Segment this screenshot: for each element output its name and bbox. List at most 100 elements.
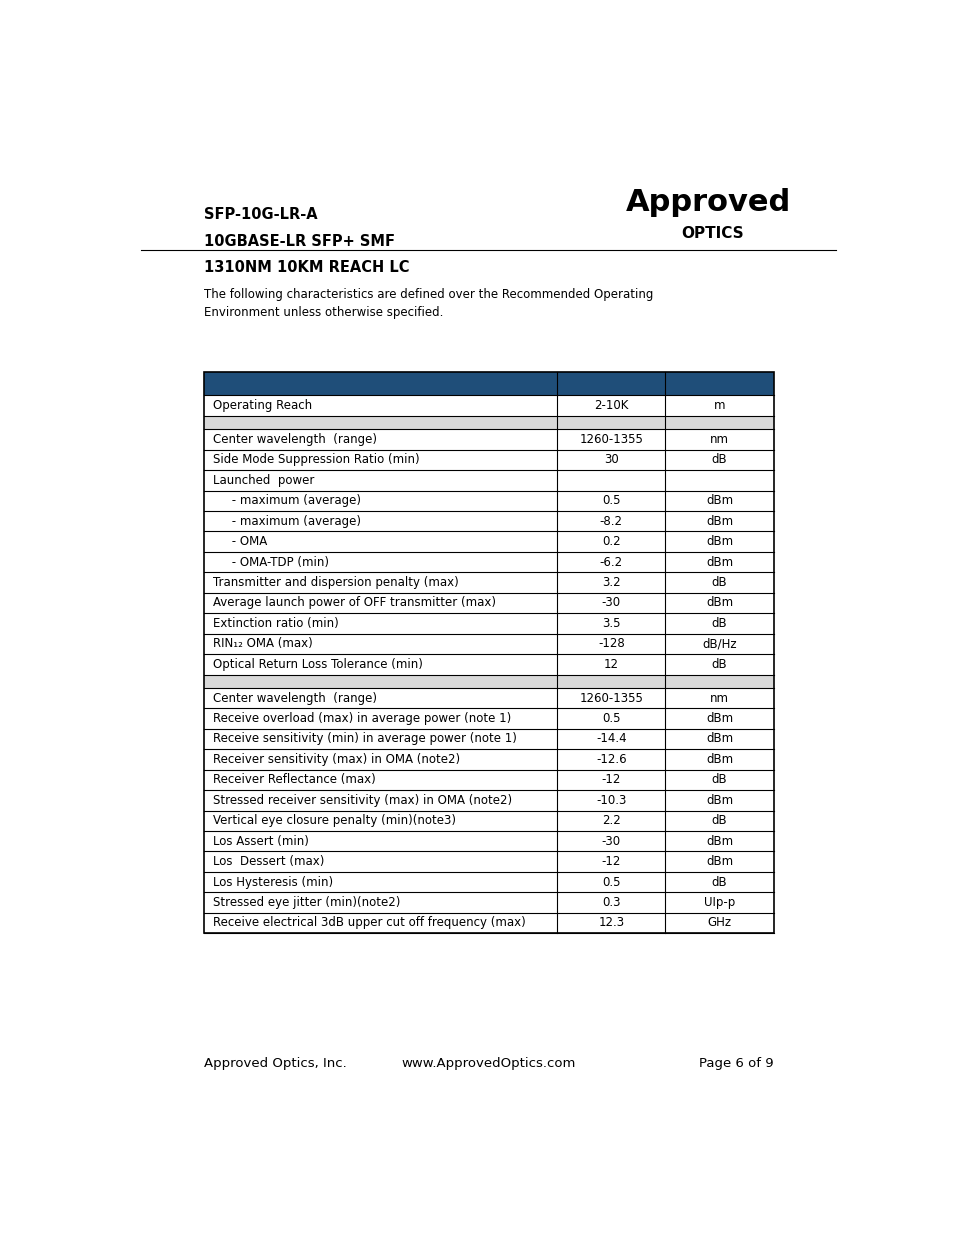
Text: 0.3: 0.3 bbox=[601, 897, 619, 909]
Text: SFP-10G-LR-A: SFP-10G-LR-A bbox=[204, 207, 317, 222]
Text: m: m bbox=[713, 399, 724, 412]
Text: - OMA-TDP (min): - OMA-TDP (min) bbox=[213, 556, 329, 568]
Text: - maximum (average): - maximum (average) bbox=[213, 515, 361, 527]
Text: Receive sensitivity (min) in average power (note 1): Receive sensitivity (min) in average pow… bbox=[213, 732, 517, 746]
Text: dB: dB bbox=[711, 814, 726, 827]
Text: -12: -12 bbox=[601, 773, 620, 787]
Text: - OMA: - OMA bbox=[213, 535, 267, 548]
Text: 0.5: 0.5 bbox=[601, 713, 619, 725]
Text: Approved Optics, Inc.: Approved Optics, Inc. bbox=[204, 1056, 347, 1070]
Text: Receiver Reflectance (max): Receiver Reflectance (max) bbox=[213, 773, 375, 787]
Text: Stressed eye jitter (min)(note2): Stressed eye jitter (min)(note2) bbox=[213, 897, 400, 909]
Text: 30: 30 bbox=[603, 453, 618, 467]
Text: Page 6 of 9: Page 6 of 9 bbox=[699, 1056, 773, 1070]
Bar bbox=[204, 790, 773, 810]
Text: Operating Reach: Operating Reach bbox=[213, 399, 312, 412]
Text: The following characteristics are defined over the Recommended Operating
Environ: The following characteristics are define… bbox=[204, 288, 653, 319]
Bar bbox=[204, 893, 773, 913]
Text: -8.2: -8.2 bbox=[599, 515, 622, 527]
Text: dB: dB bbox=[711, 876, 726, 889]
Text: Receive overload (max) in average power (note 1): Receive overload (max) in average power … bbox=[213, 713, 511, 725]
Text: 2.2: 2.2 bbox=[601, 814, 620, 827]
Bar bbox=[204, 913, 773, 934]
Bar bbox=[204, 450, 773, 471]
Bar bbox=[204, 688, 773, 709]
Text: -30: -30 bbox=[601, 597, 620, 610]
Text: 1260-1355: 1260-1355 bbox=[578, 692, 642, 705]
Bar bbox=[204, 511, 773, 531]
Text: -128: -128 bbox=[598, 637, 624, 651]
Text: dB: dB bbox=[711, 618, 726, 630]
Bar bbox=[204, 372, 773, 934]
Text: dBm: dBm bbox=[705, 732, 732, 746]
Text: -12: -12 bbox=[601, 855, 620, 868]
Text: -30: -30 bbox=[601, 835, 620, 847]
Text: Vertical eye closure penalty (min)(note3): Vertical eye closure penalty (min)(note3… bbox=[213, 814, 456, 827]
Text: Los  Dessert (max): Los Dessert (max) bbox=[213, 855, 324, 868]
Text: dBm: dBm bbox=[705, 515, 732, 527]
Text: nm: nm bbox=[709, 692, 728, 705]
Text: 0.2: 0.2 bbox=[601, 535, 620, 548]
Text: Los Hysteresis (min): Los Hysteresis (min) bbox=[213, 876, 333, 889]
Bar bbox=[204, 614, 773, 634]
Bar bbox=[204, 851, 773, 872]
Text: Average launch power of OFF transmitter (max): Average launch power of OFF transmitter … bbox=[213, 597, 496, 610]
Text: Stressed receiver sensitivity (max) in OMA (note2): Stressed receiver sensitivity (max) in O… bbox=[213, 794, 512, 806]
Bar bbox=[204, 372, 773, 395]
Bar bbox=[204, 872, 773, 893]
Text: dBm: dBm bbox=[705, 535, 732, 548]
Text: www.ApprovedOptics.com: www.ApprovedOptics.com bbox=[401, 1056, 576, 1070]
Bar bbox=[204, 572, 773, 593]
Text: -10.3: -10.3 bbox=[596, 794, 626, 806]
Bar bbox=[204, 490, 773, 511]
Text: 3.5: 3.5 bbox=[601, 618, 619, 630]
Text: 2-10K: 2-10K bbox=[594, 399, 628, 412]
Text: Center wavelength  (range): Center wavelength (range) bbox=[213, 692, 376, 705]
Text: -12.6: -12.6 bbox=[596, 753, 626, 766]
Text: dBm: dBm bbox=[705, 855, 732, 868]
Text: 1260-1355: 1260-1355 bbox=[578, 433, 642, 446]
Text: Launched  power: Launched power bbox=[213, 474, 314, 487]
Text: 0.5: 0.5 bbox=[601, 494, 619, 508]
Text: 12.3: 12.3 bbox=[598, 916, 623, 930]
Bar bbox=[204, 769, 773, 790]
Text: 10GBASE-LR SFP+ SMF: 10GBASE-LR SFP+ SMF bbox=[204, 233, 395, 248]
Text: 3.2: 3.2 bbox=[601, 576, 620, 589]
Text: dB: dB bbox=[711, 658, 726, 671]
Text: UIp-p: UIp-p bbox=[703, 897, 735, 909]
Text: Extinction ratio (min): Extinction ratio (min) bbox=[213, 618, 338, 630]
Text: dBm: dBm bbox=[705, 556, 732, 568]
Text: Transmitter and dispersion penalty (max): Transmitter and dispersion penalty (max) bbox=[213, 576, 458, 589]
Text: -14.4: -14.4 bbox=[596, 732, 626, 746]
Bar bbox=[204, 471, 773, 490]
Text: GHz: GHz bbox=[707, 916, 731, 930]
Text: Receiver sensitivity (max) in OMA (note2): Receiver sensitivity (max) in OMA (note2… bbox=[213, 753, 459, 766]
Bar bbox=[204, 750, 773, 769]
Text: dB: dB bbox=[711, 453, 726, 467]
Text: dBm: dBm bbox=[705, 597, 732, 610]
Bar bbox=[204, 531, 773, 552]
Text: dB/Hz: dB/Hz bbox=[701, 637, 736, 651]
Text: Side Mode Suppression Ratio (min): Side Mode Suppression Ratio (min) bbox=[213, 453, 419, 467]
Text: Los Assert (min): Los Assert (min) bbox=[213, 835, 309, 847]
Bar bbox=[204, 395, 773, 416]
Text: dBm: dBm bbox=[705, 494, 732, 508]
Text: - maximum (average): - maximum (average) bbox=[213, 494, 361, 508]
Text: OPTICS: OPTICS bbox=[681, 226, 743, 241]
Bar bbox=[204, 655, 773, 674]
Bar bbox=[204, 674, 773, 688]
Text: Approved: Approved bbox=[625, 188, 790, 217]
Text: 1310NM 10KM REACH LC: 1310NM 10KM REACH LC bbox=[204, 261, 410, 275]
Bar bbox=[204, 430, 773, 450]
Text: Center wavelength  (range): Center wavelength (range) bbox=[213, 433, 376, 446]
Text: dBm: dBm bbox=[705, 753, 732, 766]
Text: RIN₁₂ OMA (max): RIN₁₂ OMA (max) bbox=[213, 637, 313, 651]
Bar bbox=[204, 552, 773, 572]
Text: 12: 12 bbox=[603, 658, 618, 671]
Bar bbox=[204, 729, 773, 750]
Text: Optical Return Loss Tolerance (min): Optical Return Loss Tolerance (min) bbox=[213, 658, 422, 671]
Bar bbox=[204, 831, 773, 851]
Text: Receive electrical 3dB upper cut off frequency (max): Receive electrical 3dB upper cut off fre… bbox=[213, 916, 525, 930]
Text: dB: dB bbox=[711, 773, 726, 787]
Bar bbox=[204, 709, 773, 729]
